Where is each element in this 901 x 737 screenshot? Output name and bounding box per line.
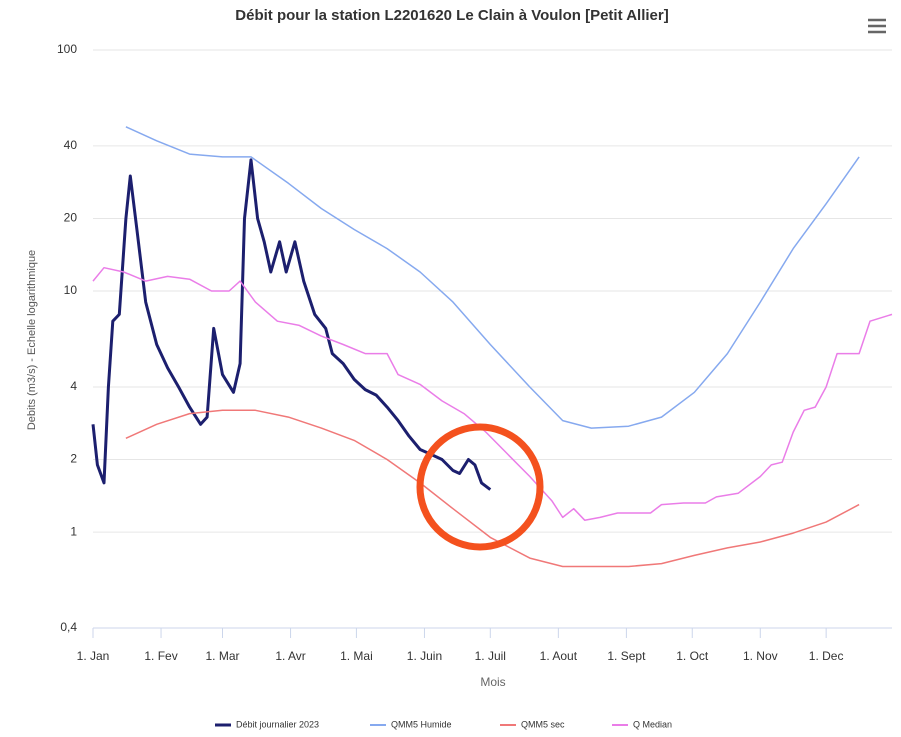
y-tick-label: 40 (64, 138, 78, 152)
series-line (125, 126, 860, 429)
legend-item[interactable]: QMM5 Humide (370, 719, 452, 729)
highlight-circle (416, 423, 544, 551)
x-tick-label: 1. Juil (475, 649, 506, 663)
x-tick-label: 1. Aout (540, 649, 578, 663)
legend: Débit journalier 2023 QMM5 Humide QMM5 sec… (215, 719, 672, 729)
y-tick-label: 1 (70, 524, 77, 538)
y-tick-label: 10 (64, 283, 78, 297)
x-tick-label: 1. Dec (809, 649, 844, 663)
grid: 100 40 20 10 4 2 1 0,4 1. Jan 1. Fev 1. Mar 1. Avr 1… (57, 42, 892, 663)
series-line (125, 409, 860, 568)
menu-icon[interactable] (868, 18, 886, 34)
series-line (91, 158, 492, 491)
legend-item[interactable]: Débit journalier 2023 (215, 719, 319, 729)
y-tick-label: 20 (64, 211, 78, 225)
x-tick-label: 1. Mai (340, 649, 373, 663)
x-tick-label: 1. Nov (743, 649, 778, 663)
x-tick-label: 1. Avr (275, 649, 305, 663)
y-axis-label: Debits (m3/s) - Echelle logarithmique (26, 250, 38, 430)
x-tick-label: 1. Jan (77, 649, 110, 663)
x-tick-label: 1. Oct (676, 649, 709, 663)
x-tick-label: 1. Mar (206, 649, 240, 663)
y-tick-label: 0,4 (60, 620, 77, 634)
legend-item[interactable]: Q Median (612, 719, 672, 729)
legend-label[interactable]: Débit journalier 2023 (236, 719, 319, 729)
legend-label[interactable]: QMM5 sec (521, 719, 565, 729)
x-tick-label: 1. Sept (607, 649, 646, 663)
x-axis-label: Mois (480, 675, 505, 689)
legend-item[interactable]: QMM5 sec (500, 719, 565, 729)
legend-label[interactable]: QMM5 Humide (391, 719, 452, 729)
x-tick-label: 1. Juin (407, 649, 442, 663)
chart-title: Débit pour la station L2201620 Le Clain … (235, 7, 668, 24)
y-tick-label: 2 (70, 452, 77, 466)
y-tick-label: 4 (70, 379, 77, 393)
plot-lines (91, 126, 893, 568)
x-tick-label: 1. Fev (144, 649, 177, 663)
legend-label[interactable]: Q Median (633, 719, 672, 729)
series-line (92, 266, 893, 521)
y-tick-label: 100 (57, 42, 77, 56)
